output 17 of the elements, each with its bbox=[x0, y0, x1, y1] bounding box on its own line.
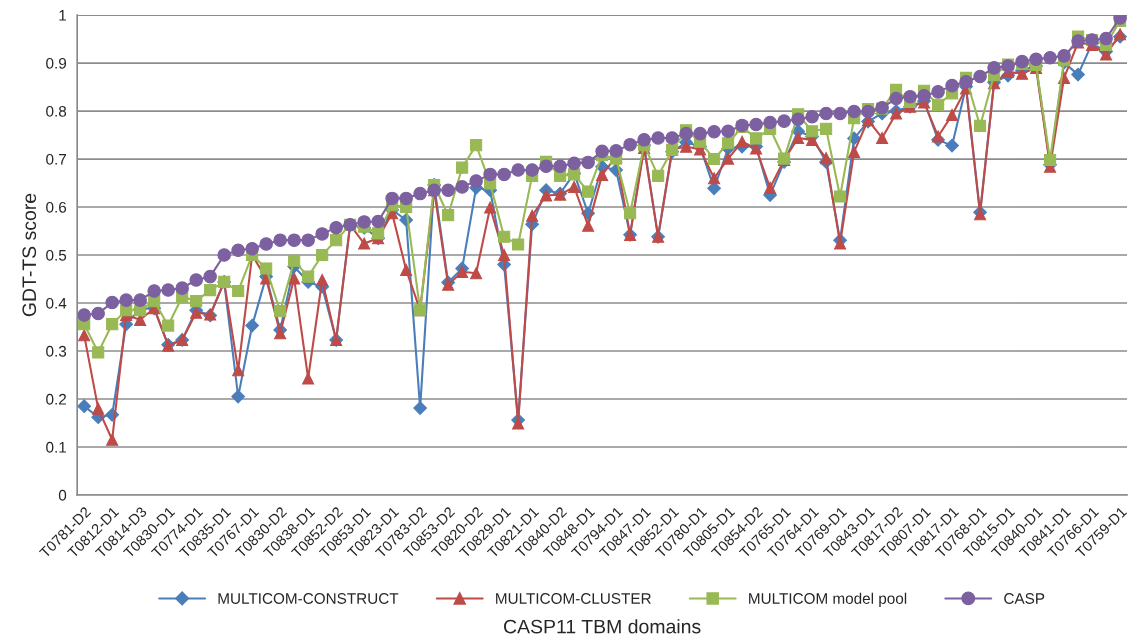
legend-label: CASP bbox=[1004, 593, 1045, 604]
y-tick-label: 0.3 bbox=[46, 345, 67, 357]
legend-label: MULTICOM-CONSTRUCT bbox=[218, 593, 399, 604]
y-tick-label: 0.2 bbox=[46, 393, 66, 405]
y-tick-label: 0.7 bbox=[46, 153, 66, 165]
legend-label: MULTICOM-CLUSTER bbox=[496, 593, 651, 604]
y-tick-label: 0.9 bbox=[46, 57, 67, 69]
y-tick-label: 0.4 bbox=[46, 297, 67, 309]
y-tick-label: 1 bbox=[59, 10, 67, 21]
y-tick-label: 0.1 bbox=[46, 441, 67, 453]
y-tick-label: 0 bbox=[58, 489, 67, 501]
y-tick-label: 0.5 bbox=[46, 249, 67, 261]
y-tick-label: 0.8 bbox=[46, 105, 67, 117]
legend-label: MULTICOM model pool bbox=[749, 592, 907, 607]
y-axis-title: GDT-TS score bbox=[22, 193, 37, 317]
y-tick-label: 0.6 bbox=[46, 201, 67, 213]
x-axis-title: CASP11 TBM domains bbox=[504, 619, 701, 634]
